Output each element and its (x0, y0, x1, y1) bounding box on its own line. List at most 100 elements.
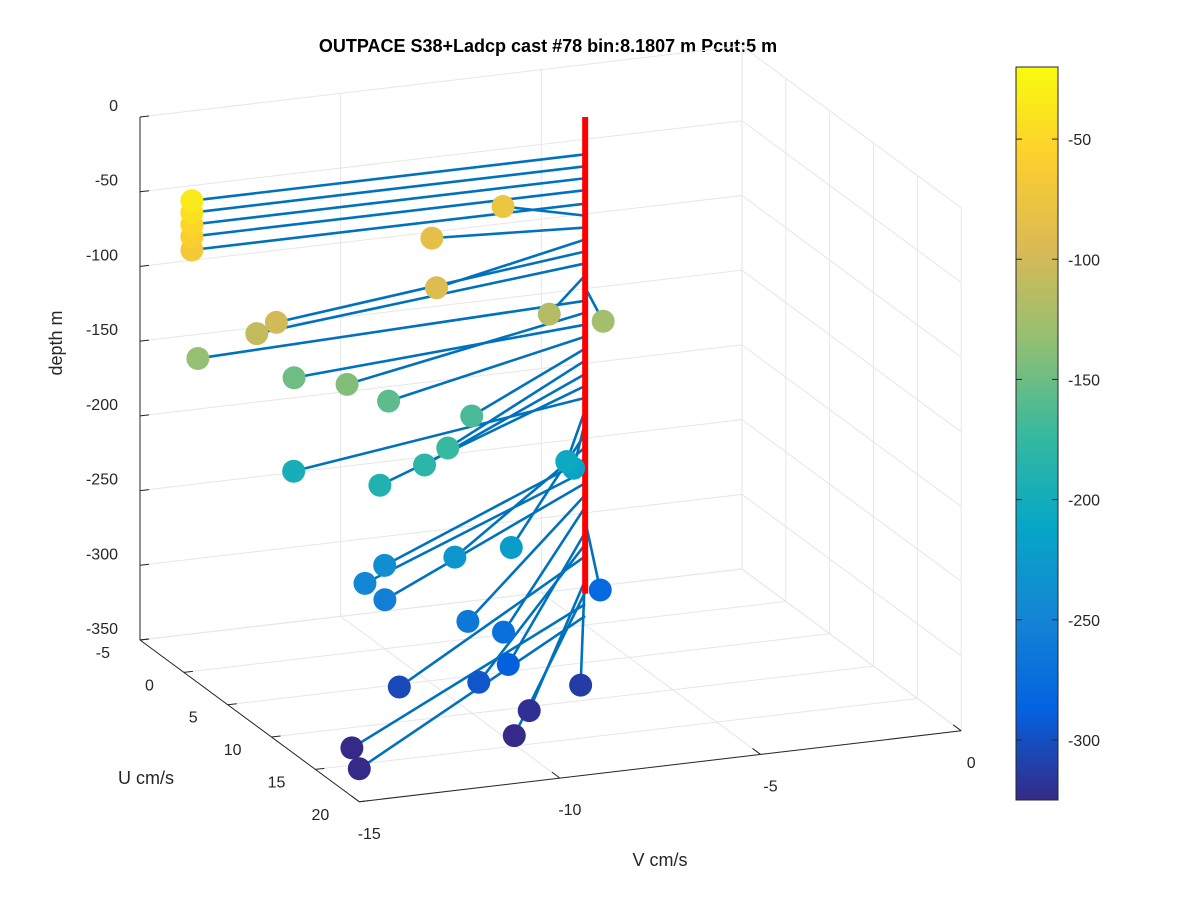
z-tick-label: -50 (95, 173, 118, 190)
grid-line (741, 45, 962, 209)
data-point (492, 620, 516, 644)
series-line (364, 469, 586, 585)
data-point (387, 675, 411, 699)
u-axis-line (139, 639, 360, 803)
data-point (537, 302, 561, 326)
grid-line (139, 568, 743, 641)
u-tick-label: 5 (189, 710, 198, 727)
series-line (191, 202, 586, 252)
z-tick (139, 563, 150, 566)
z-tick-label: -200 (86, 397, 118, 414)
tick-labels: 0-50-100-150-200-250-300-350-505101520-1… (86, 98, 976, 843)
u-tick (183, 670, 193, 673)
grid-line (741, 493, 962, 657)
data-point (413, 453, 437, 477)
colorbar-tick-label: -150 (1068, 372, 1100, 389)
grid-line (741, 269, 962, 433)
u-tick-label: 20 (311, 807, 329, 824)
data-point (588, 578, 612, 602)
chart-title: OUTPACE S38+Ladcp cast #78 bin:8.1807 m … (319, 36, 777, 56)
axes-grid (139, 45, 962, 803)
series-line (358, 615, 586, 770)
series-line (191, 153, 586, 202)
z-tick (139, 264, 150, 267)
z-tick-label: -300 (86, 546, 118, 563)
grid-line (183, 600, 786, 673)
data-point (186, 346, 210, 370)
colorbar-tick-label: -50 (1068, 132, 1091, 149)
u-tick (227, 703, 237, 706)
u-tick (139, 638, 150, 641)
grid-line (227, 633, 830, 706)
grid-line (741, 344, 962, 508)
series-line (293, 396, 586, 473)
series-line (197, 299, 586, 360)
series-line (293, 323, 586, 380)
u-tick-label: 10 (224, 742, 242, 759)
data-point (460, 404, 484, 428)
series-line (256, 262, 586, 335)
grid-line (741, 195, 962, 358)
data-point (467, 670, 491, 694)
grid-line (741, 419, 962, 582)
data-point (373, 553, 397, 577)
v-tick (551, 771, 561, 779)
data-point (340, 736, 364, 760)
colorbar-tick-label: -100 (1068, 252, 1100, 269)
series-line (384, 458, 586, 567)
data-point (555, 450, 579, 474)
series-line (191, 165, 586, 214)
u-tick-label: -5 (96, 645, 110, 662)
data-point (499, 536, 523, 560)
data-point (496, 653, 520, 677)
colorbar-tick-label: -300 (1068, 733, 1100, 750)
data-point (282, 366, 306, 390)
data-point (377, 389, 401, 413)
colorbar-gradient (1015, 66, 1059, 801)
series-line (351, 603, 586, 750)
z-tick-label: -100 (86, 247, 118, 264)
v-tick-label: -15 (358, 826, 381, 843)
data-point (502, 724, 526, 748)
z-tick (139, 115, 150, 118)
grid-line (271, 665, 874, 738)
z-tick-label: -250 (86, 472, 118, 489)
z-tick (139, 414, 150, 417)
data-point (368, 473, 392, 497)
data-point (282, 459, 306, 483)
colorbar-tick-label: -250 (1068, 613, 1100, 630)
series-line (431, 226, 586, 240)
series-line (447, 359, 586, 450)
data-point (420, 226, 444, 250)
data-point (373, 588, 397, 612)
u-tick-label: 0 (145, 677, 154, 694)
v-tick-label: -5 (763, 778, 777, 795)
u-tick (359, 800, 369, 803)
u-tick-label: 15 (268, 774, 286, 791)
v-axis-line (359, 730, 962, 803)
grid-line (315, 697, 918, 770)
z-tick-label: 0 (109, 98, 118, 115)
series-line (502, 205, 586, 217)
data-point (264, 310, 288, 334)
data-point (456, 609, 480, 633)
data-point (436, 436, 460, 460)
grid-line (139, 493, 743, 566)
colorbar: -50 -100 -150 -200 -250 -300 (1015, 66, 1100, 801)
grid-line (340, 615, 561, 779)
data-point (591, 309, 615, 333)
z-tick (139, 489, 150, 492)
grid-line (139, 120, 743, 193)
data-point (517, 699, 541, 723)
v-axis-label: V cm/s (632, 850, 687, 870)
grid-line (741, 568, 962, 732)
series-line (191, 176, 586, 226)
v-tick-label: -10 (558, 802, 581, 819)
data-point (335, 372, 359, 396)
series-line (502, 506, 587, 633)
z-tick-label: -350 (86, 621, 118, 638)
data-point (245, 322, 269, 346)
series-line (398, 555, 586, 689)
series-points (180, 189, 615, 781)
